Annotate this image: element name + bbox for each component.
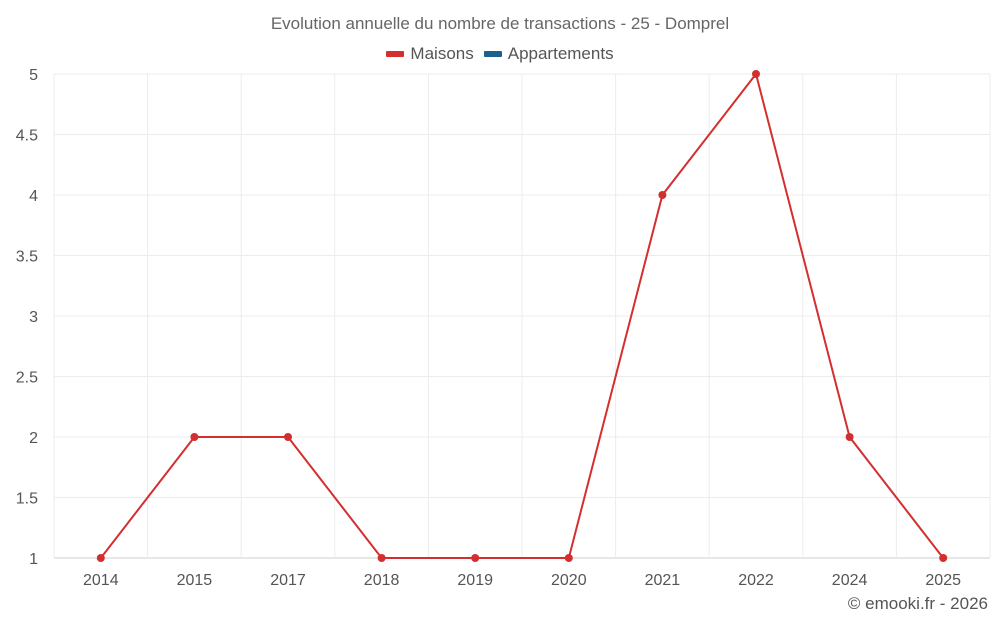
y-tick-label: 2 [29, 430, 38, 447]
series-line-maisons [100, 71, 944, 559]
x-tick-label: 2022 [738, 572, 774, 589]
legend: Maisons Appartements [0, 44, 1000, 64]
data-point [939, 554, 948, 562]
y-tick-label: 5 [29, 67, 38, 84]
x-tick-label: 2024 [832, 572, 868, 589]
x-tick-label: 2019 [457, 572, 493, 589]
data-point [377, 554, 386, 562]
y-tick-label: 3.5 [16, 249, 38, 266]
data-point [845, 433, 854, 441]
y-tick-label: 4 [29, 188, 38, 205]
x-tick-label: 2015 [177, 572, 213, 589]
data-point [96, 554, 105, 562]
chart-title: Evolution annuelle du nombre de transact… [270, 14, 730, 33]
y-tick-label: 1.5 [16, 491, 38, 508]
legend-item-appartements[interactable]: Appartements [483, 44, 614, 64]
data-point [752, 70, 760, 78]
y-tick-label: 4.5 [16, 128, 38, 145]
x-tick-label: 2020 [551, 572, 587, 589]
y-tick-label: 1 [29, 551, 38, 568]
x-tick-label: 2018 [364, 572, 400, 589]
x-tick-label: 2021 [645, 572, 681, 589]
legend-label-maisons: Maisons [410, 44, 474, 63]
x-tick-label: 2014 [83, 572, 119, 589]
data-point [190, 433, 199, 441]
legend-item-maisons[interactable]: Maisons [386, 44, 474, 64]
x-tick-label: 2017 [270, 572, 306, 589]
data-point [564, 554, 573, 562]
y-tick-label: 2.5 [16, 370, 38, 387]
y-tick-label: 3 [29, 309, 38, 326]
data-point [284, 433, 292, 441]
legend-label-appartements: Appartements [507, 44, 614, 63]
legend-swatch-appartements [483, 51, 502, 57]
data-point [658, 191, 667, 199]
data-point [471, 554, 480, 562]
legend-swatch-maisons [386, 51, 405, 57]
credit-text: © emooki.fr - 2026 [847, 594, 988, 613]
x-tick-label: 2025 [925, 572, 961, 589]
